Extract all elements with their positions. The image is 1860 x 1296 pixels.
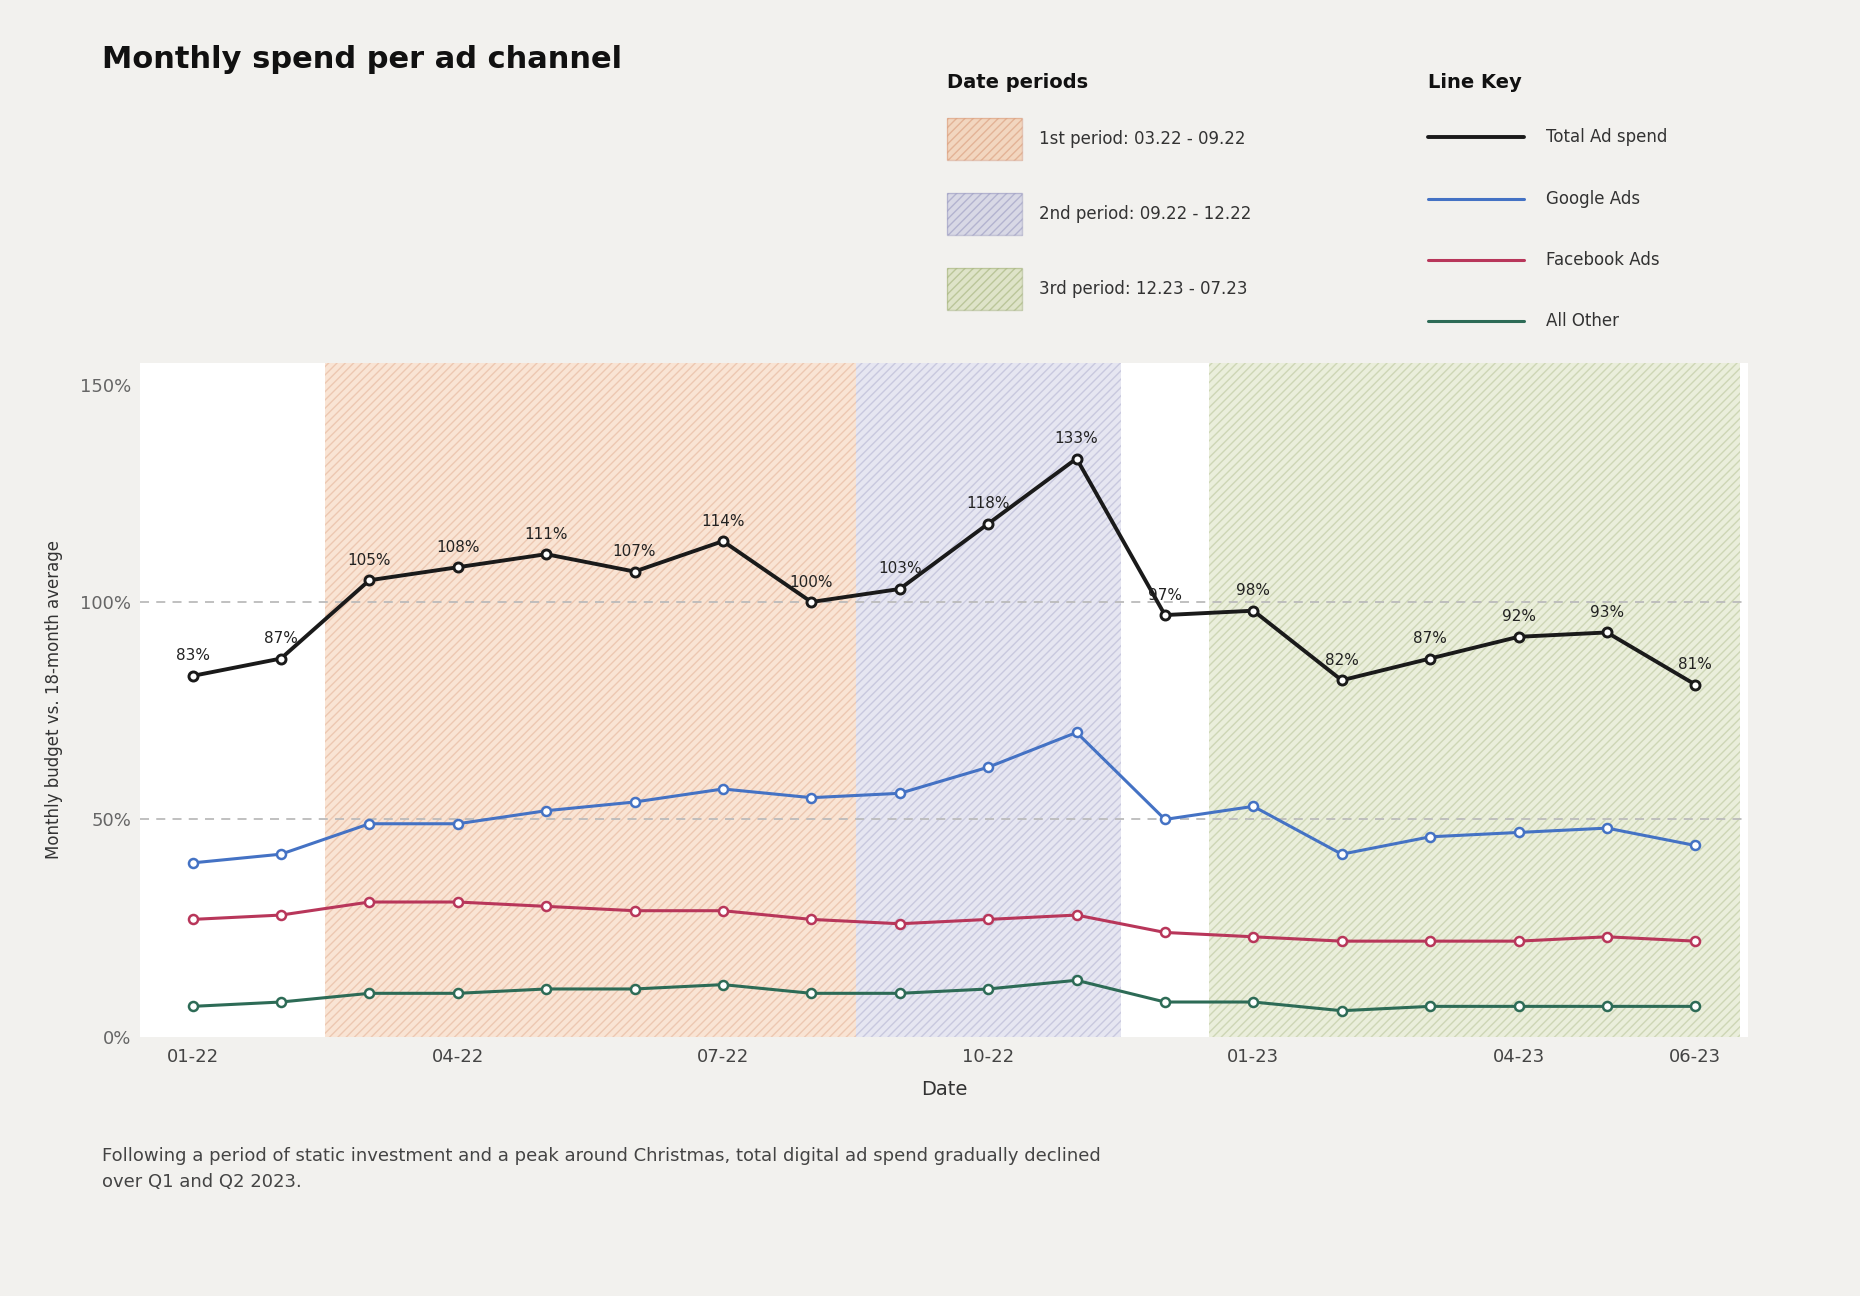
Text: All Other: All Other bbox=[1546, 312, 1620, 330]
FancyBboxPatch shape bbox=[947, 118, 1021, 159]
Text: 93%: 93% bbox=[1590, 605, 1624, 619]
Text: 114%: 114% bbox=[701, 513, 744, 529]
Bar bbox=[856, 363, 1122, 1037]
Text: Total Ad spend: Total Ad spend bbox=[1546, 128, 1668, 146]
Text: Line Key: Line Key bbox=[1428, 73, 1521, 92]
Bar bbox=[326, 363, 856, 1037]
Text: 100%: 100% bbox=[790, 574, 833, 590]
Text: 97%: 97% bbox=[1148, 587, 1181, 603]
Text: Google Ads: Google Ads bbox=[1546, 189, 1641, 207]
Text: 1st period: 03.22 - 09.22: 1st period: 03.22 - 09.22 bbox=[1040, 130, 1246, 148]
FancyBboxPatch shape bbox=[947, 268, 1021, 310]
Text: 3rd period: 12.23 - 07.23: 3rd period: 12.23 - 07.23 bbox=[1040, 280, 1248, 298]
Text: 98%: 98% bbox=[1237, 583, 1270, 599]
Text: 103%: 103% bbox=[878, 561, 921, 577]
Bar bbox=[326, 363, 856, 1037]
FancyBboxPatch shape bbox=[947, 193, 1021, 235]
Text: 2nd period: 09.22 - 12.22: 2nd period: 09.22 - 12.22 bbox=[1040, 205, 1252, 223]
Text: 118%: 118% bbox=[967, 496, 1010, 511]
Text: 82%: 82% bbox=[1324, 653, 1358, 667]
Text: 111%: 111% bbox=[525, 526, 567, 542]
Text: 105%: 105% bbox=[348, 553, 391, 568]
Text: 92%: 92% bbox=[1501, 609, 1536, 625]
Text: 87%: 87% bbox=[1414, 631, 1447, 645]
Text: Following a period of static investment and a peak around Christmas, total digit: Following a period of static investment … bbox=[102, 1147, 1101, 1191]
Text: Facebook Ads: Facebook Ads bbox=[1546, 251, 1659, 268]
Text: 107%: 107% bbox=[612, 544, 657, 559]
Text: 108%: 108% bbox=[435, 539, 480, 555]
Text: 133%: 133% bbox=[1055, 432, 1099, 446]
X-axis label: Date: Date bbox=[921, 1080, 967, 1099]
Text: Date periods: Date periods bbox=[947, 73, 1088, 92]
Bar bbox=[856, 363, 1122, 1037]
Bar bbox=[1209, 363, 1739, 1037]
Text: 87%: 87% bbox=[264, 631, 298, 645]
Text: Monthly spend per ad channel: Monthly spend per ad channel bbox=[102, 45, 623, 74]
Text: 83%: 83% bbox=[175, 648, 210, 664]
Y-axis label: Monthly budget vs. 18-month average: Monthly budget vs. 18-month average bbox=[45, 540, 63, 859]
Bar bbox=[1209, 363, 1739, 1037]
Text: 81%: 81% bbox=[1678, 657, 1713, 673]
